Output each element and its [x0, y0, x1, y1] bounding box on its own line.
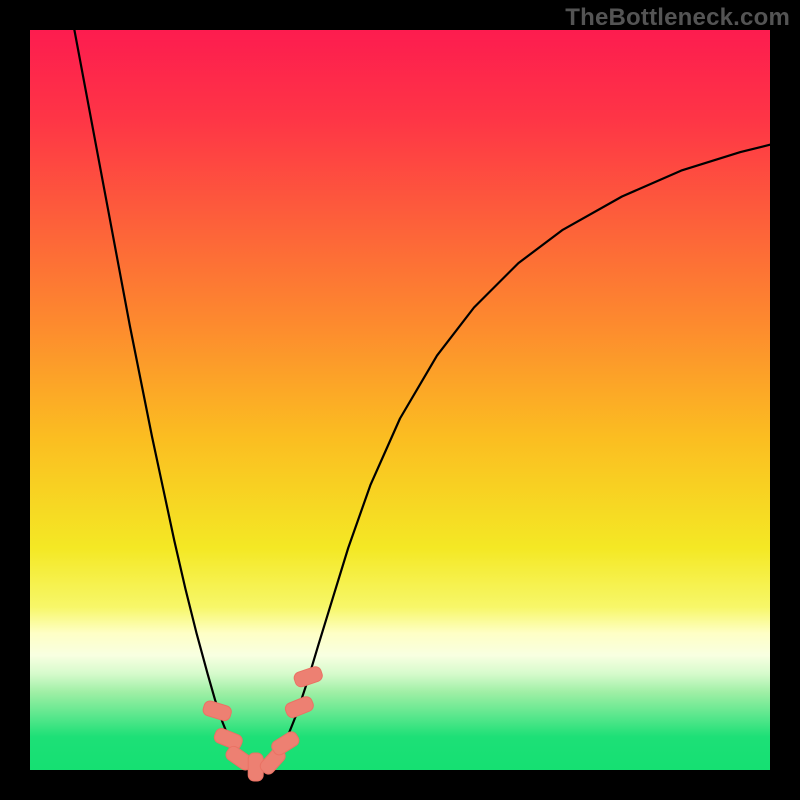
chart-background — [30, 30, 770, 770]
chart-frame: TheBottleneck.com — [0, 0, 800, 800]
watermark-text: TheBottleneck.com — [565, 4, 790, 32]
bottleneck-curve-chart — [0, 0, 800, 800]
